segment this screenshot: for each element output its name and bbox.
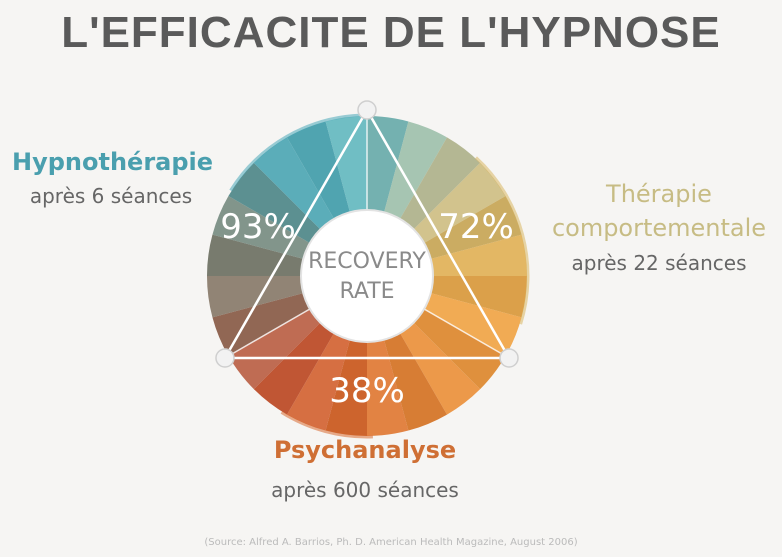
chart-triangle <box>215 100 519 368</box>
node-bottom-left <box>215 348 235 368</box>
node-top <box>357 100 377 120</box>
wheel-segment <box>287 121 350 219</box>
legend-name-therapie-line-1: Thérapie <box>606 180 712 208</box>
value-label-psychanalyse: 38% <box>329 371 405 411</box>
chart-wheel <box>207 113 530 439</box>
legend-sessions-therapie: après 22 séances <box>571 251 747 275</box>
wheel-segment <box>424 293 522 356</box>
wheel-segment <box>228 162 321 243</box>
source-note: (Source: Alfred A. Barrios, Ph. D. Ameri… <box>204 537 578 548</box>
wheel-segment <box>325 116 367 213</box>
legend-psychanalyse: Psychanalyse après 600 séances <box>230 436 500 502</box>
triangle-outline <box>222 107 512 360</box>
wheel-segment <box>400 137 481 230</box>
wheel-segment <box>212 293 310 356</box>
page-title: L'EFFICACITE DE L'HYPNOSE <box>61 8 721 57</box>
wheel-segment <box>384 121 447 219</box>
value-label-therapie-comportementale: 72% <box>438 207 514 247</box>
legend-name-psychanalyse: Psychanalyse <box>273 436 457 464</box>
wheel-segment <box>253 137 334 230</box>
legend-sessions-hypnotherapie: après 6 séances <box>29 184 193 208</box>
wheel-segment <box>413 162 506 243</box>
center-label-line-2: RATE <box>339 279 394 304</box>
value-arc-2 <box>280 411 373 439</box>
center-circle <box>300 209 434 343</box>
value-label-hypnotherapie: 93% <box>220 207 296 247</box>
wheel-segment <box>430 276 527 318</box>
wheel-segment <box>424 196 522 259</box>
wheel-segment <box>207 276 304 318</box>
wheel-segment <box>325 339 367 437</box>
wheel-segment <box>413 309 506 390</box>
legend-name-therapie-line-2: comportementale <box>551 214 767 242</box>
center-label-line-1: RECOVERY <box>308 249 426 274</box>
legend-sessions-psychanalyse: après 600 séances <box>271 478 459 502</box>
wheel-segment <box>212 196 310 259</box>
legend-therapie-comportementale: Thérapie comportementale après 22 séance… <box>540 177 778 275</box>
wheel-segment <box>228 309 321 390</box>
wheel-segment <box>367 116 409 213</box>
legend-hypnotherapie: Hypnothérapie après 6 séances <box>12 148 214 208</box>
value-arc-0 <box>229 113 362 192</box>
wheel-segment <box>253 322 334 415</box>
value-arc-1 <box>474 156 530 325</box>
legend-name-hypnotherapie: Hypnothérapie <box>12 148 214 176</box>
node-bottom-right <box>499 348 519 368</box>
wheel-segment <box>367 339 409 437</box>
wheel-segment <box>400 322 481 415</box>
